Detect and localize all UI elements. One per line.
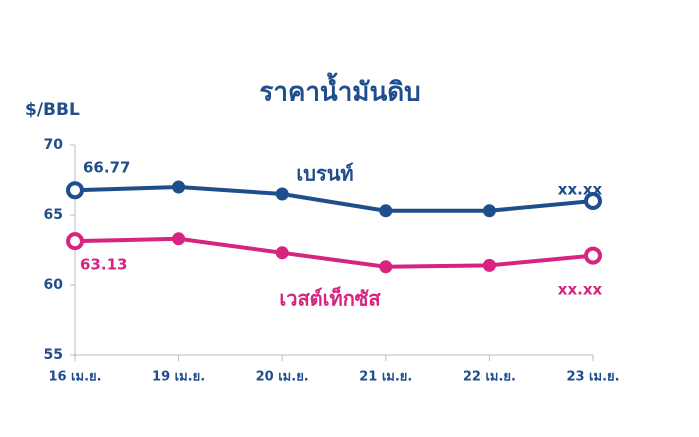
x-tick-label: 20 เม.ย.: [256, 370, 309, 385]
x-tick-label: 19 เม.ย.: [152, 370, 205, 385]
series-line: [74, 184, 594, 213]
point: [172, 180, 186, 194]
y-axis-label: $/BBL: [25, 100, 80, 120]
point: [584, 246, 602, 265]
annotation: xx.xx: [558, 281, 603, 299]
point: [172, 232, 186, 246]
series-label: เบรนท์: [296, 162, 353, 186]
y-tick-label: 65: [44, 207, 63, 223]
annotation: xx.xx: [558, 181, 603, 199]
x-tick-label: 16 เม.ย.: [48, 370, 101, 385]
x-tick-label: 23 เม.ย.: [566, 370, 619, 385]
point: [275, 246, 289, 260]
y-tick-label: 70: [44, 137, 64, 153]
data-label: 63.13: [80, 256, 127, 274]
point: [379, 260, 393, 274]
point: [66, 232, 84, 251]
point: [482, 204, 496, 218]
point: [66, 181, 84, 200]
x-tick-label: 22 เม.ย.: [463, 370, 516, 385]
data-label: 66.77: [83, 159, 130, 177]
series-label: เวสต์เท็กซัส: [279, 286, 381, 311]
point: [482, 258, 496, 272]
point: [379, 204, 393, 218]
y-tick-label: 60: [44, 277, 64, 293]
point: [275, 187, 289, 201]
point: [584, 192, 602, 210]
series-line: [74, 236, 594, 269]
y-tick-label: 55: [44, 347, 63, 363]
x-tick-label: 21 เม.ย.: [359, 370, 412, 385]
chart-title: ราคาน้ำมันดิบ: [259, 72, 420, 108]
